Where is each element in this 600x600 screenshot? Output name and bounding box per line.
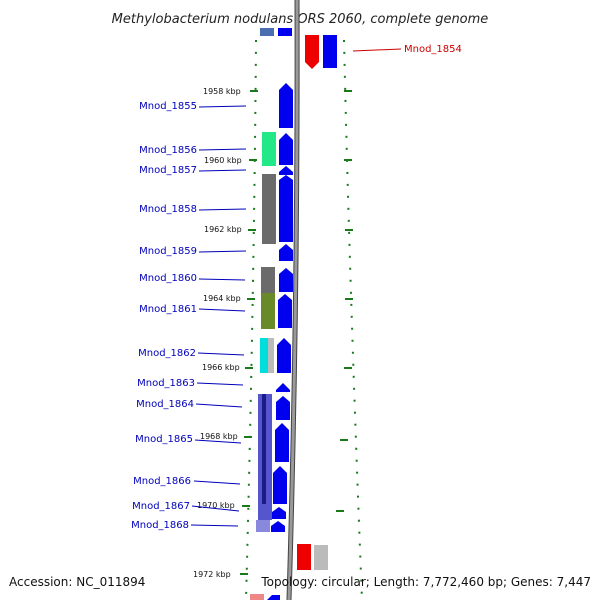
gene-label[interactable]: Mnod_1859 — [139, 246, 197, 257]
feature-block[interactable] — [250, 594, 264, 600]
feature-block[interactable] — [256, 520, 270, 532]
gene-label[interactable]: Mnod_1854 — [404, 44, 462, 55]
genome-summary: Topology: circular; Length: 7,772,460 bp… — [260, 575, 591, 589]
gene-arrow-forward[interactable] — [271, 521, 285, 532]
leader-line — [198, 208, 247, 211]
gene-arrow-forward[interactable] — [272, 507, 286, 519]
gene-label[interactable]: Mnod_1862 — [138, 348, 196, 359]
gene-arrow-forward[interactable] — [279, 268, 293, 292]
gene-label[interactable]: Mnod_1861 — [139, 304, 197, 315]
gene-label[interactable]: Mnod_1857 — [139, 165, 197, 176]
gene-feature[interactable] — [260, 28, 274, 36]
leader-line — [193, 480, 241, 485]
leader-line — [194, 439, 242, 444]
gene-label[interactable]: Mnod_1866 — [133, 476, 191, 487]
ruler-label: 1970 kbp — [197, 501, 235, 510]
gene-label[interactable]: Mnod_1868 — [131, 520, 189, 531]
gene-arrow-forward[interactable] — [273, 466, 287, 504]
feature-block[interactable] — [268, 338, 274, 373]
ruler-ticks — [240, 90, 353, 575]
feature-block[interactable] — [262, 174, 276, 244]
ruler-label: 1958 kbp — [203, 87, 241, 96]
label-leaders — [190, 48, 402, 527]
gene-label[interactable]: Mnod_1863 — [137, 378, 195, 389]
right-ruler-dots — [343, 39, 363, 600]
leader-line — [196, 382, 244, 386]
gene-arrow-forward[interactable] — [267, 595, 280, 600]
gene-arrow-reverse[interactable] — [314, 545, 328, 570]
ruler-label: 1962 kbp — [204, 225, 242, 234]
leader-line — [198, 308, 246, 312]
gene-label[interactable]: Mnod_1864 — [136, 399, 194, 410]
leader-line — [198, 169, 247, 172]
gene-label[interactable]: Mnod_1865 — [135, 434, 193, 445]
gene-arrow-forward[interactable] — [279, 175, 293, 242]
gene-arrow-forward[interactable] — [275, 423, 289, 462]
gene-arrow-reverse[interactable] — [323, 35, 337, 68]
gene-arrow-forward[interactable] — [276, 383, 290, 392]
leader-line — [197, 352, 245, 356]
gene-arrow-forward[interactable] — [279, 83, 293, 128]
leader-line — [198, 148, 247, 151]
feature-block[interactable] — [262, 394, 266, 504]
leader-line — [195, 403, 243, 408]
leader-line — [198, 105, 247, 108]
forward-strand-genes — [267, 83, 293, 600]
ruler-label: 1972 kbp — [193, 570, 231, 579]
ruler-label: 1966 kbp — [202, 363, 240, 372]
leader-line — [191, 505, 240, 512]
gene-feature[interactable] — [278, 28, 292, 36]
leader-line — [198, 250, 247, 253]
ruler-label: 1964 kbp — [203, 294, 241, 303]
ruler-label: 1968 kbp — [200, 432, 238, 441]
leader-line — [190, 524, 239, 527]
leader-line — [198, 278, 246, 281]
feature-blocks — [250, 132, 276, 600]
gene-arrow-forward[interactable] — [279, 166, 293, 175]
gene-arrow-forward[interactable] — [276, 396, 290, 420]
feature-block[interactable] — [261, 267, 275, 293]
map-title: Methylobacterium nodulans ORS 2060, comp… — [112, 12, 489, 27]
feature-block[interactable] — [260, 338, 268, 373]
gene-arrow-forward[interactable] — [277, 338, 291, 373]
gene-arrow-reverse[interactable] — [297, 544, 311, 570]
gene-label[interactable]: Mnod_1860 — [139, 273, 197, 284]
leader-line — [352, 48, 402, 52]
gene-arrow-reverse[interactable] — [305, 35, 319, 69]
gene-arrow-forward[interactable] — [279, 244, 293, 261]
ruler-label: 1960 kbp — [204, 156, 242, 165]
gene-arrow-forward[interactable] — [279, 133, 293, 165]
left-ruler-dots — [245, 39, 257, 600]
gene-arrow-forward[interactable] — [278, 294, 292, 328]
gene-label[interactable]: Mnod_1858 — [139, 204, 197, 215]
genome-backbone — [287, 0, 299, 600]
feature-block[interactable] — [261, 293, 275, 329]
ruler-labels: 1958 kbp 1960 kbp 1962 kbp 1964 kbp 1966… — [193, 87, 242, 579]
accession-label: Accession: NC_011894 — [9, 575, 145, 589]
gene-label[interactable]: Mnod_1855 — [139, 101, 197, 112]
feature-block[interactable] — [262, 132, 276, 166]
gene-labels: Mnod_1854 Mnod_1855 Mnod_1856 Mnod_1857 … — [131, 44, 462, 531]
gene-label[interactable]: Mnod_1856 — [139, 145, 197, 156]
gene-label[interactable]: Mnod_1867 — [132, 501, 190, 512]
